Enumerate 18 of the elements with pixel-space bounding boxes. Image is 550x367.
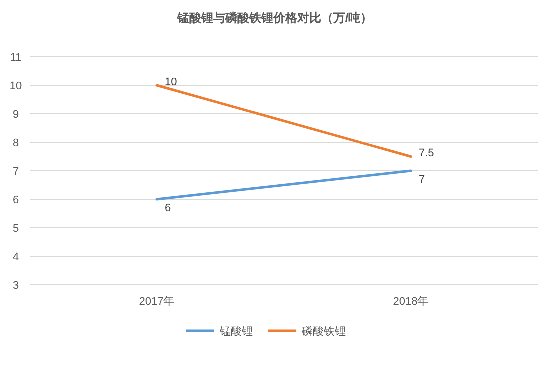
x-tick-label: 2017年 [139,296,175,308]
y-tick-label: 11 [10,52,22,64]
y-tick-label: 6 [12,194,20,206]
y-tick-label: 3 [12,280,20,292]
chart-title: 锰酸锂与磷酸铁锂价格对比（万/吨） [176,11,373,25]
data-label: 6 [165,202,172,214]
x-tick-label: 2018年 [393,296,429,308]
data-label: 7 [419,174,426,186]
y-tick-label: 8 [12,137,20,150]
data-label: 7.5 [419,148,434,160]
y-tick-label: 9 [12,108,20,121]
legend-label: 锰酸锂 [219,326,253,338]
y-tick-label: 5 [12,222,20,235]
y-tick-label: 10 [10,80,22,92]
y-tick-label: 7 [12,166,20,178]
y-tick-label: 4 [12,251,20,264]
data-label: 10 [165,76,178,88]
legend-label: 磷酸铁锂 [301,324,346,338]
